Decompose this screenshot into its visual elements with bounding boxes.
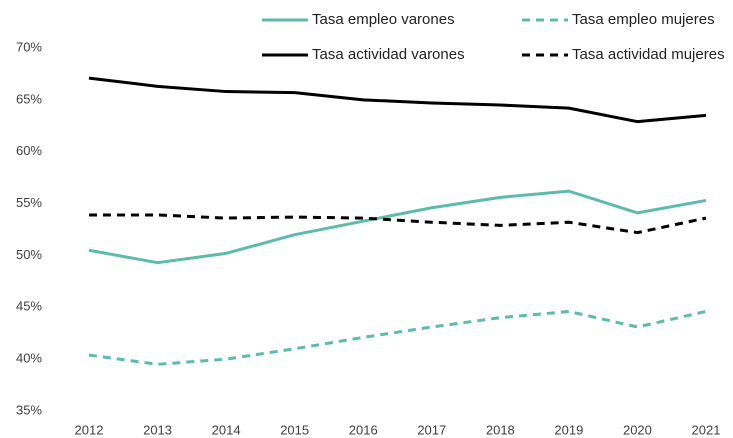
- x-tick-label: 2014: [212, 422, 241, 437]
- x-tick-label: 2015: [280, 422, 309, 437]
- y-tick-label: 40%: [16, 351, 42, 366]
- legend-label: Tasa empleo mujeres: [572, 11, 715, 28]
- x-tick-label: 2020: [623, 422, 652, 437]
- y-tick-label: 45%: [16, 299, 42, 314]
- y-tick-label: 60%: [16, 143, 42, 158]
- legend-label: Tasa actividad varones: [312, 46, 465, 63]
- legend-label: Tasa empleo varones: [312, 11, 455, 28]
- y-tick-label: 55%: [16, 195, 42, 210]
- y-tick-label: 50%: [16, 247, 42, 262]
- x-tick-label: 2012: [75, 422, 104, 437]
- x-tick-label: 2017: [417, 422, 446, 437]
- data-line: [88, 309, 707, 366]
- y-tick-label: 70%: [16, 39, 42, 54]
- data-line: [89, 213, 707, 235]
- x-tick-label: 2021: [692, 422, 721, 437]
- legend-label: Tasa actividad mujeres: [572, 46, 725, 63]
- x-tick-label: 2018: [486, 422, 515, 437]
- x-tick-label: 2019: [554, 422, 583, 437]
- y-tick-label: 35%: [16, 402, 42, 417]
- data-line: [88, 76, 707, 124]
- x-tick-label: 2016: [349, 422, 378, 437]
- data-line: [88, 189, 707, 265]
- legend: Tasa empleo varones Tasa empleo mujeres Ta…: [262, 11, 725, 63]
- x-tick-label: 2013: [143, 422, 172, 437]
- y-tick-label: 65%: [16, 91, 42, 106]
